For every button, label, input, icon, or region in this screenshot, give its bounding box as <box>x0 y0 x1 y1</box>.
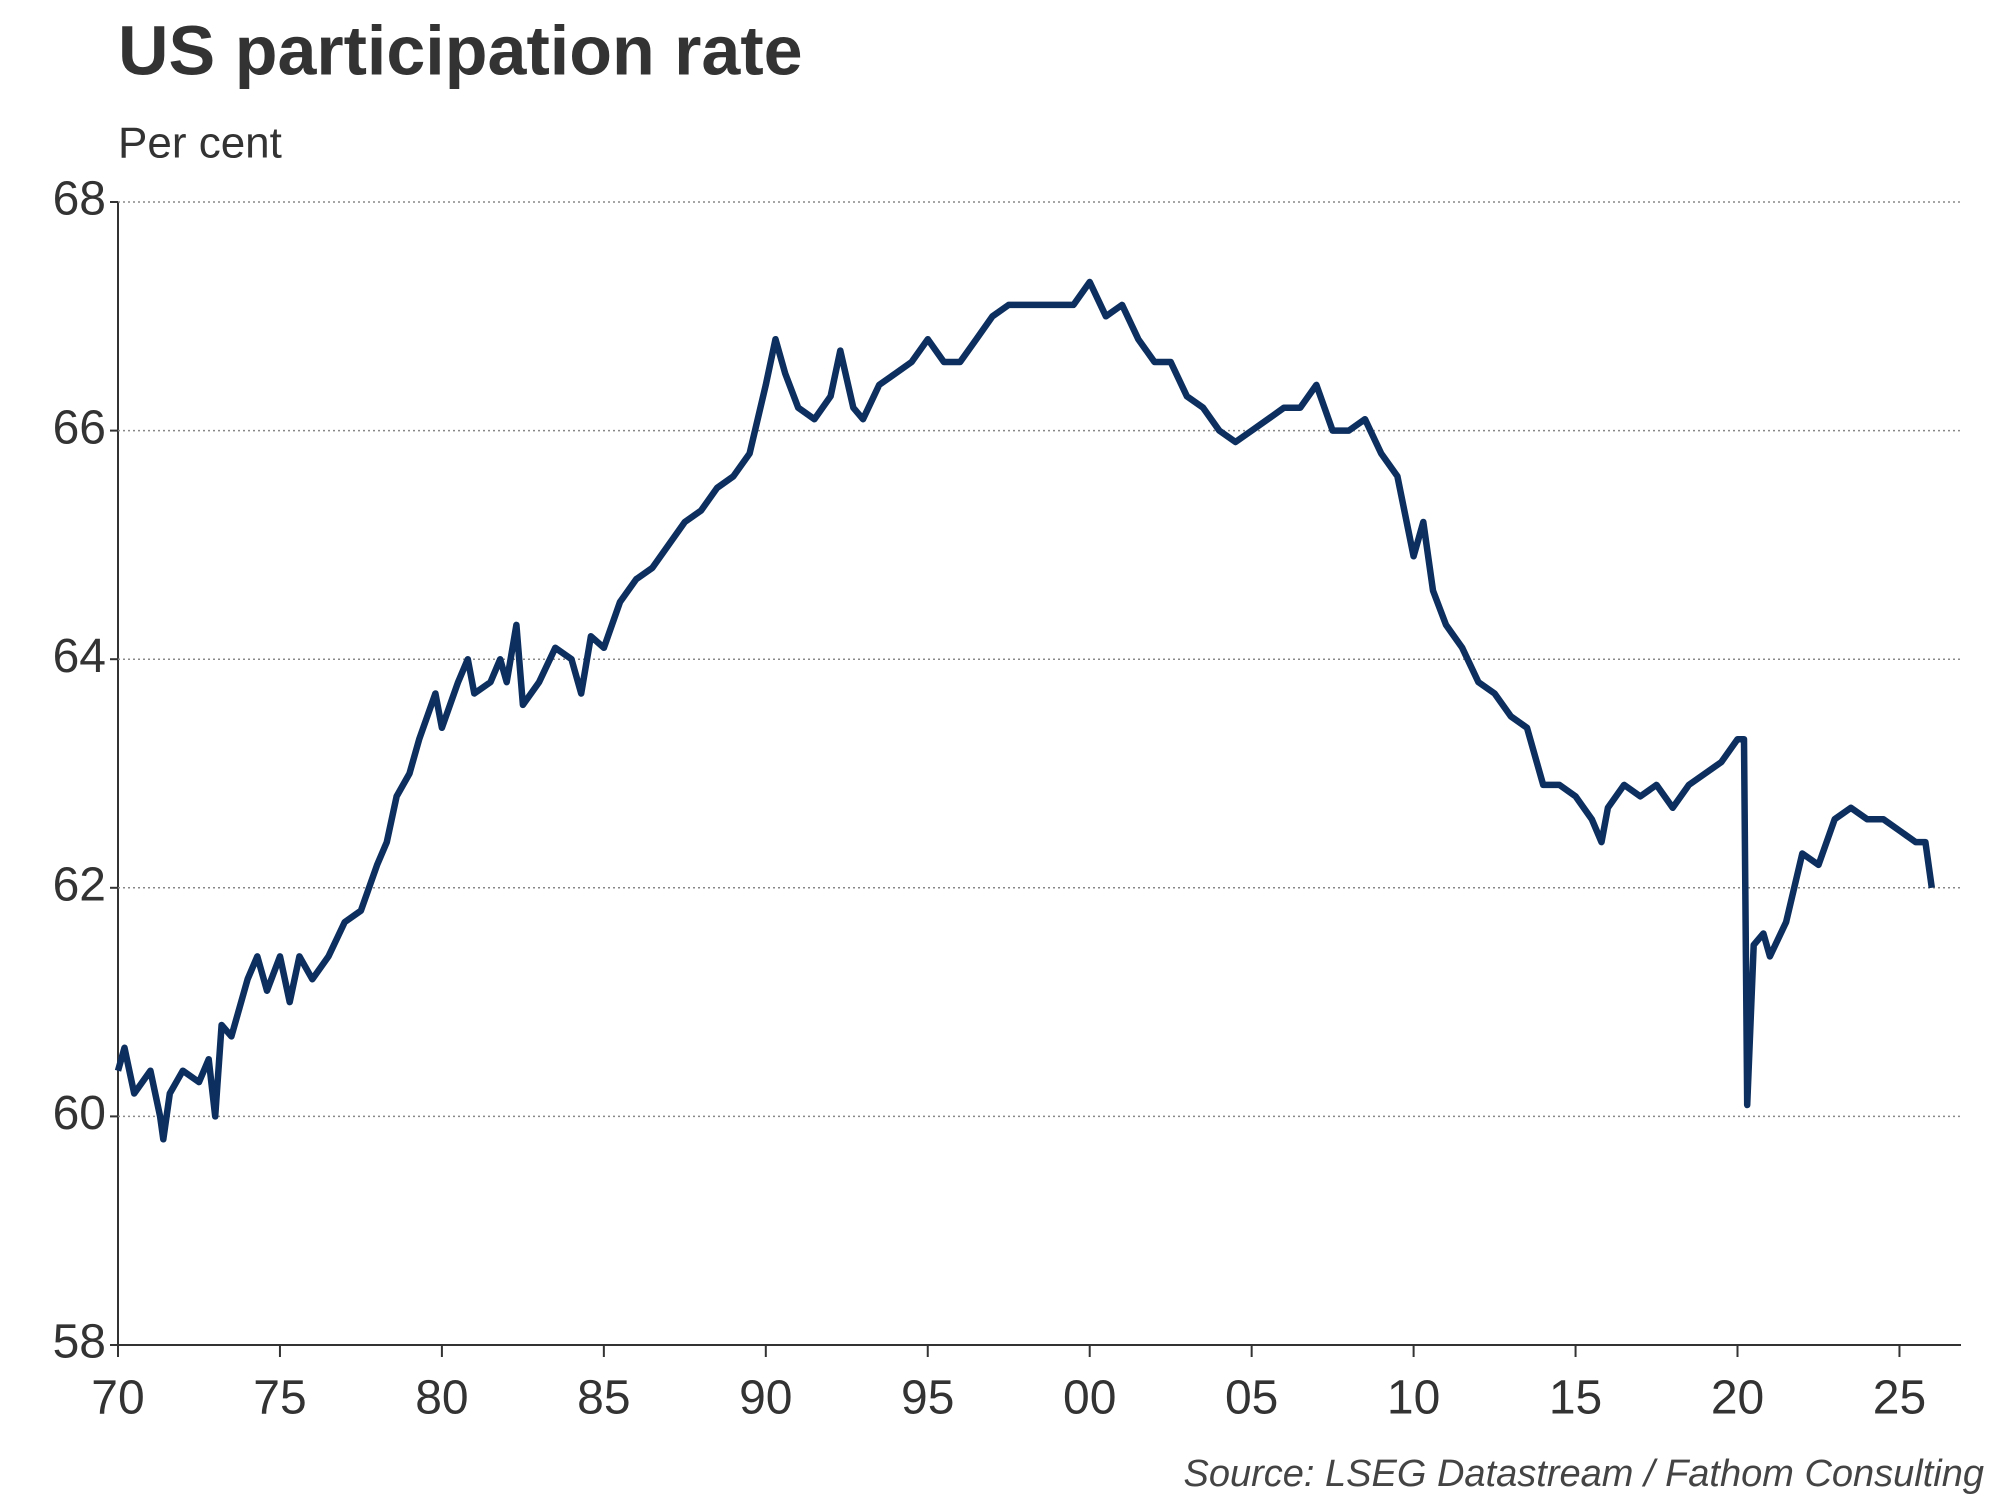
x-tick-label: 05 <box>1225 1372 1278 1425</box>
data-line <box>114 278 1936 1143</box>
x-tick-label: 85 <box>577 1372 630 1425</box>
x-tick-label: 25 <box>1873 1372 1926 1425</box>
x-tick-label: 70 <box>91 1372 144 1425</box>
source-note: Source: LSEG Datastream / Fathom Consult… <box>1184 1453 1984 1495</box>
y-tick-label: 66 <box>53 401 106 454</box>
x-tick-label: 75 <box>253 1372 306 1425</box>
x-tick-label: 80 <box>415 1372 468 1425</box>
chart-title: US participation rate <box>118 11 803 89</box>
x-tick-label: 15 <box>1549 1372 1602 1425</box>
x-tick-label: 10 <box>1387 1372 1440 1425</box>
y-tick-label: 60 <box>53 1087 106 1140</box>
axes <box>117 202 1961 1346</box>
x-tick-label: 90 <box>739 1372 792 1425</box>
y-tick-label: 58 <box>53 1316 106 1369</box>
y-tick-label: 64 <box>53 630 106 683</box>
chart-subtitle: Per cent <box>118 119 282 168</box>
x-tick-label: 95 <box>901 1372 954 1425</box>
y-tick-label: 68 <box>53 173 106 226</box>
y-tick-label: 62 <box>53 858 106 911</box>
x-tick-label: 20 <box>1711 1372 1764 1425</box>
x-tick-label: 00 <box>1063 1372 1116 1425</box>
